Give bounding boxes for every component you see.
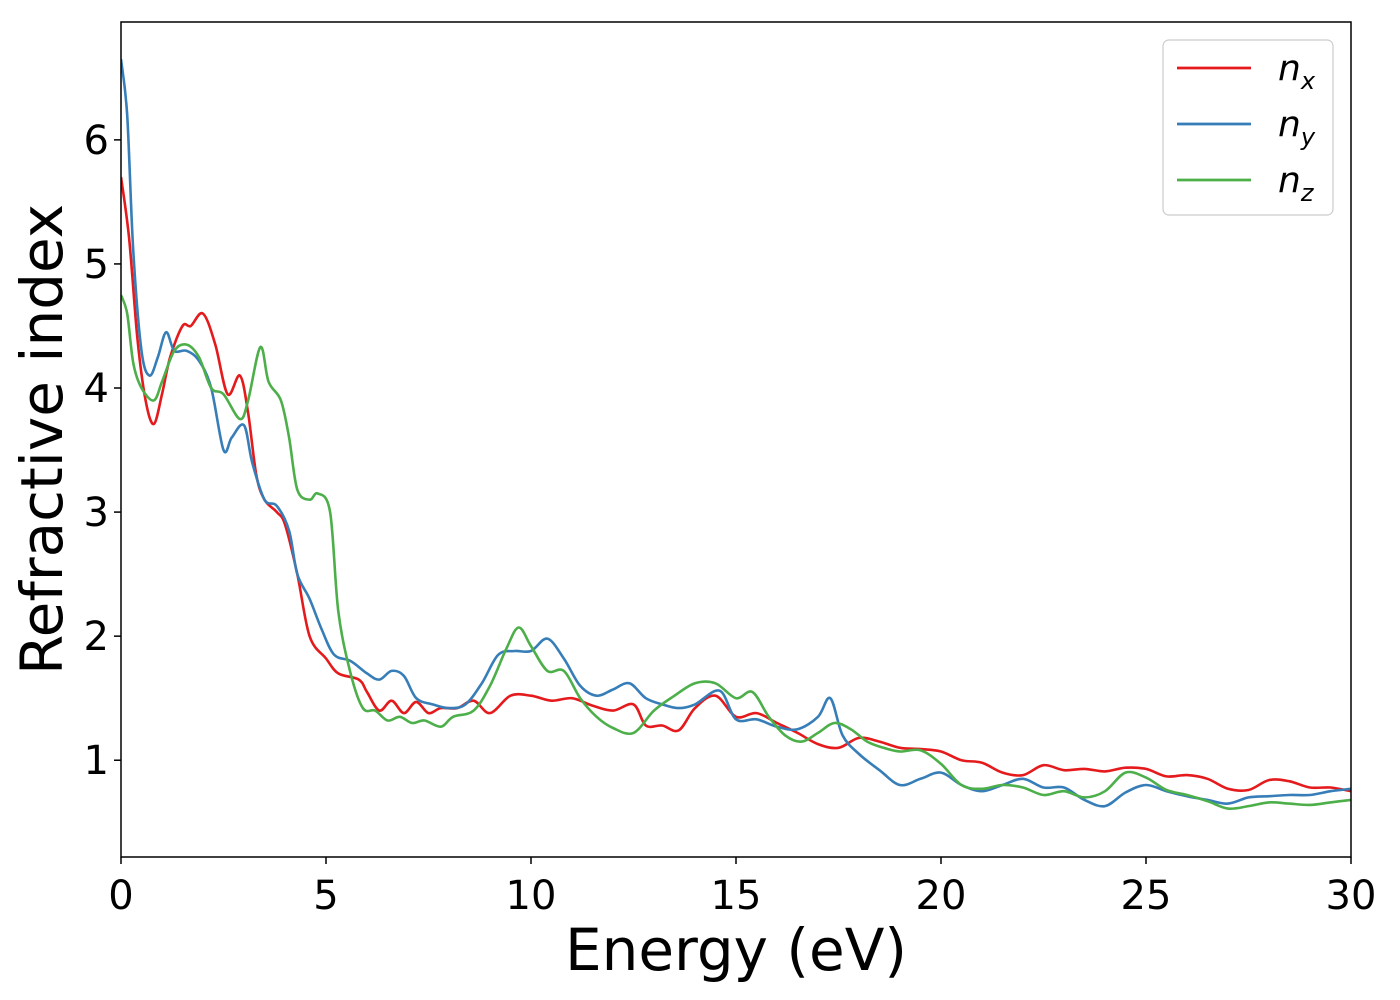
legend-box: [1162, 39, 1334, 216]
x-tick-label: 0: [108, 873, 133, 919]
series-line-ny: [121, 59, 1351, 808]
y-tick-label: 2: [84, 614, 109, 660]
x-tick-label: 30: [1326, 873, 1377, 919]
y-tick-label: 6: [84, 118, 109, 164]
y-tick-label: 4: [84, 366, 109, 412]
y-tick-label: 5: [84, 242, 109, 288]
legend-label-nx: nx: [1278, 48, 1316, 95]
series-line-nz: [121, 294, 1351, 811]
x-axis-title: Energy (eV): [565, 916, 907, 984]
y-axis-title: Refractive index: [8, 204, 76, 675]
x-tick-label: 20: [916, 873, 967, 919]
x-tick-label: 25: [1121, 873, 1172, 919]
y-tick-label: 1: [84, 738, 109, 784]
x-tick-label: 10: [506, 873, 557, 919]
legend-label-ny: ny: [1278, 104, 1316, 151]
legend: nx ny nz: [1162, 39, 1334, 216]
y-tick-label: 3: [84, 490, 109, 536]
legend-label-nz: nz: [1278, 160, 1315, 207]
series-line-nx: [121, 176, 1351, 793]
x-axis-ticks: 0 5 10 15 20 25 30: [108, 857, 1376, 919]
x-tick-label: 5: [313, 873, 338, 919]
series-layer: [121, 59, 1351, 811]
x-tick-label: 15: [711, 873, 762, 919]
y-axis-ticks: 1 2 3 4 5 6: [84, 118, 121, 784]
